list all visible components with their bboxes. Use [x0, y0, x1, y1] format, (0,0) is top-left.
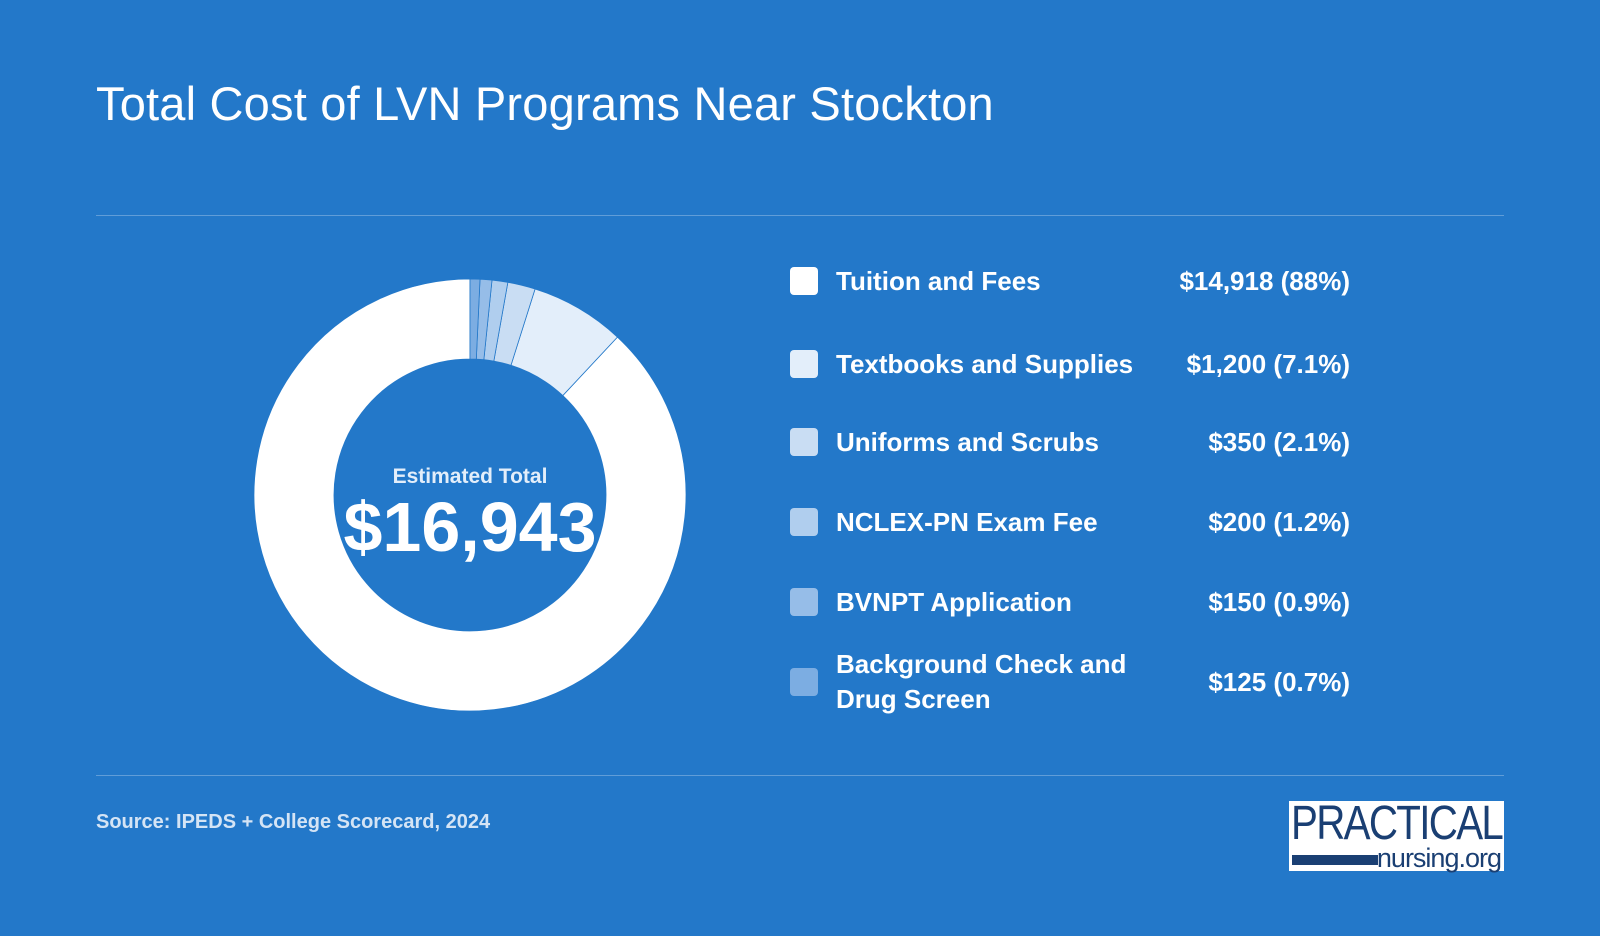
practicalnursing-logo: PRACTICAL nursing.org — [1289, 797, 1504, 873]
legend-label: Tuition and Fees — [836, 265, 1041, 296]
logo-wordmark-bottom: nursing.org — [1376, 843, 1502, 873]
legend-value: $350 (2.1%) — [1208, 426, 1350, 457]
legend-label: BVNPT Application — [836, 586, 1072, 617]
legend-swatch — [790, 350, 818, 378]
chart-title: Total Cost of LVN Programs Near Stockton — [96, 77, 994, 130]
legend-value: $125 (0.7%) — [1208, 666, 1350, 697]
legend-item-background-check: Background Check and Drug Screen $125 (0… — [790, 647, 1350, 717]
legend-item-bvnpt: BVNPT Application $150 (0.9%) — [790, 583, 1350, 621]
legend-swatch — [790, 508, 818, 536]
legend-swatch — [790, 588, 818, 616]
slice-background-check — [469, 278, 481, 360]
legend-label: NCLEX-PN Exam Fee — [836, 506, 1098, 537]
donut-chart: Estimated Total $16,943 — [240, 265, 700, 725]
bottom-divider — [96, 775, 1504, 776]
center-total-value: $16,943 — [343, 488, 597, 566]
source-note: Source: IPEDS + College Scorecard, 2024 — [96, 811, 491, 833]
legend-item-nclex: NCLEX-PN Exam Fee $200 (1.2%) — [790, 503, 1350, 541]
donut-svg — [253, 278, 687, 712]
legend-swatch — [790, 267, 818, 295]
legend-value: $200 (1.2%) — [1208, 506, 1350, 537]
logo-bar — [1292, 855, 1378, 865]
legend-item-textbooks: Textbooks and Supplies $1,200 (7.1%) — [790, 329, 1350, 399]
center-caption: Estimated Total — [392, 465, 548, 488]
legend-value: $150 (0.9%) — [1208, 586, 1350, 617]
slice-tuition — [253, 278, 687, 712]
legend-value: $1,200 (7.1%) — [1186, 348, 1350, 379]
legend-label: Uniforms and Scrubs — [836, 426, 1099, 457]
top-divider — [96, 215, 1504, 216]
legend-label: Background Check and Drug Screen — [836, 649, 1127, 714]
logo-wordmark-top: PRACTICAL — [1291, 797, 1504, 850]
legend-value: $14,918 (88%) — [1179, 265, 1350, 296]
legend-item-uniforms: Uniforms and Scrubs $350 (2.1%) — [790, 423, 1350, 461]
legend-swatch — [790, 668, 818, 696]
legend-swatch — [790, 428, 818, 456]
legend-item-tuition: Tuition and Fees $14,918 (88%) — [790, 262, 1350, 300]
legend-label: Textbooks and Supplies — [836, 348, 1134, 379]
